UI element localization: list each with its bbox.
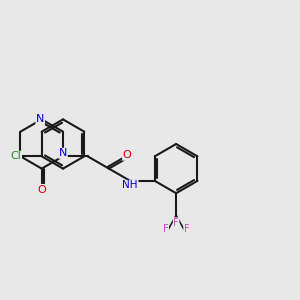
Text: F: F	[163, 224, 168, 234]
Text: F: F	[184, 224, 189, 234]
Text: N: N	[36, 114, 44, 124]
Text: N: N	[59, 148, 67, 158]
Text: Cl: Cl	[11, 151, 22, 161]
Text: O: O	[37, 184, 46, 194]
Text: F: F	[173, 218, 179, 228]
Text: NH: NH	[122, 180, 138, 190]
Text: O: O	[123, 150, 131, 160]
